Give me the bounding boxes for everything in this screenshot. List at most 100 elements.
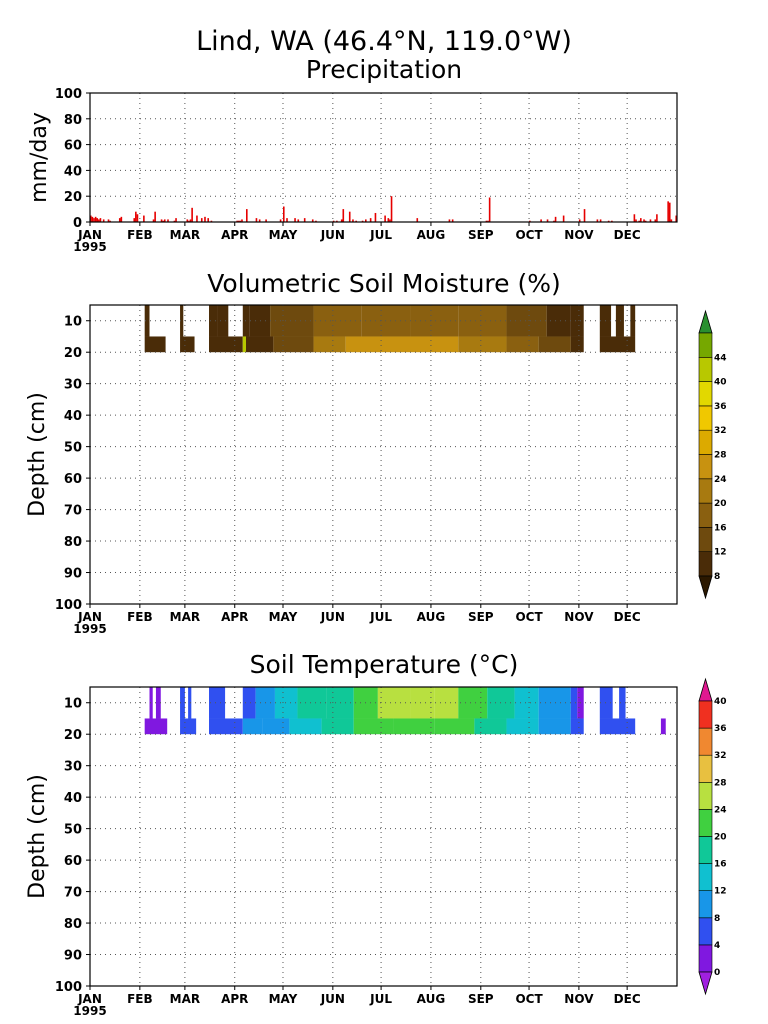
soil-moisture-y-tick-label: 40 (64, 409, 82, 424)
soil-temperature-y-tick-label: 60 (64, 854, 82, 869)
soil-moisture-y-tick-label: 50 (64, 441, 82, 456)
precip-bar (488, 197, 491, 222)
soil-moisture-cell (209, 336, 243, 353)
precip-bar (644, 220, 647, 222)
soil-moisture-cell (506, 336, 539, 353)
x-tick-label-apr: APR (221, 228, 248, 242)
soil-moisture-y-tick-label: 10 (64, 315, 82, 330)
precip-bar (282, 206, 285, 222)
main-title: Lind, WA (46.4°N, 119.0°W) (196, 26, 572, 57)
soil-temperature-cell (149, 687, 153, 719)
precip-bar (191, 207, 193, 222)
colorbar-swatch (698, 332, 713, 358)
soil-temperature-cell (506, 718, 539, 735)
soil-temperature-cell (570, 687, 578, 719)
colorbar-swatch (698, 429, 713, 455)
soil-temperature-cell (570, 718, 584, 735)
precip-bar (448, 219, 451, 222)
colorbar-label: 16 (714, 523, 727, 533)
soil-moisture-y-tick-label: 90 (64, 567, 82, 582)
precip-bar (133, 218, 136, 222)
x-tick-label-jan: JAN (77, 228, 102, 242)
precip-bar (200, 218, 203, 222)
precip-bar (135, 211, 137, 222)
colorbar-swatch (698, 727, 713, 756)
precip-bar (311, 219, 314, 222)
soil-temperature-y-tick-label: 80 (64, 917, 82, 932)
precip-bar (239, 220, 242, 222)
x-tick-label-jan: JAN (77, 992, 102, 1006)
precip-bar (553, 220, 555, 222)
precip-bar (599, 219, 602, 222)
x-tick-label-sep: SEP (468, 228, 494, 242)
soil-temperature-cell (180, 718, 197, 735)
soil-moisture-cell (249, 305, 271, 337)
x-tick-label-jun: JUN (320, 610, 345, 624)
precip-bar (99, 218, 102, 222)
x-tick-label-nov: NOV (564, 610, 594, 624)
soil-temperature-cell (353, 718, 394, 735)
soil-moisture-cell (458, 336, 507, 353)
soil-temperature-cell (377, 687, 411, 719)
x-tick-label-mar: MAR (170, 992, 200, 1006)
x-tick-label-jul: JUL (369, 992, 392, 1006)
x-tick-label-dec: DEC (614, 228, 641, 242)
colorbar-swatch (698, 890, 713, 919)
colorbar-label: 8 (714, 914, 720, 924)
precip-bar (107, 219, 110, 222)
colorbar-swatch (698, 454, 713, 480)
soil-moisture-cell (180, 336, 195, 353)
x-tick-label-sep: SEP (468, 610, 494, 624)
colorbar-label: 4 (714, 941, 720, 951)
colorbar-swatch (698, 502, 713, 528)
soil-temperature-cell (599, 687, 613, 719)
colorbar-swatch (698, 836, 713, 864)
colorbar-label: 28 (714, 778, 727, 788)
precip-bar (189, 219, 192, 222)
precip-y-tick-label: 100 (55, 87, 82, 102)
colorbar-swatch (698, 356, 713, 382)
soil-temperature-cell (538, 718, 571, 735)
soil-temperature-y-tick-label: 90 (64, 949, 82, 964)
x-tick-label-aug: AUG (417, 610, 446, 624)
precip-bar (485, 220, 488, 222)
x-tick-label-jun: JUN (320, 992, 345, 1006)
precip-bar (188, 220, 190, 222)
precip-bar (152, 219, 155, 222)
precip-bar (675, 215, 677, 222)
precip-bar (365, 219, 367, 222)
precip-bar (173, 220, 176, 222)
soil-temperature-cell (242, 718, 263, 735)
soil-moisture-cell (144, 336, 166, 353)
precip-bar (562, 215, 565, 222)
precip-bar (487, 220, 489, 222)
colorbar-label: 32 (714, 751, 727, 761)
precip-y-axis-label: mm/day (27, 112, 52, 203)
colorbar-swatch (698, 809, 713, 837)
precip-plot-frame (89, 92, 678, 223)
x-tick-label-mar: MAR (170, 610, 200, 624)
soil-temperature-cell (188, 687, 192, 719)
soil-temperature-title: Soil Temperature (°C) (250, 650, 519, 679)
precip-bar (596, 219, 599, 222)
precip-bar (529, 220, 531, 222)
colorbar-swatch (698, 944, 713, 973)
soil-moisture-cell (313, 336, 346, 353)
soil-moisture-cell (570, 336, 584, 353)
soil-temperature-y-tick-label: 100 (55, 980, 82, 995)
precip-bar (303, 218, 306, 222)
colorbar-swatch (698, 781, 713, 810)
x-tick-label-aug: AUG (417, 228, 446, 242)
soil-moisture-cell (242, 336, 246, 353)
precip-bar (279, 219, 282, 222)
soil-temperature-cell (274, 687, 298, 719)
precip-bar (352, 219, 354, 222)
soil-temperature-cell (155, 687, 161, 719)
precip-bar (120, 216, 123, 222)
soil-moisture-plot-frame (89, 304, 678, 605)
colorbar-label: 8 (714, 572, 720, 582)
soil-temperature-colorbar: 0 4 8 12 16 20 24 28 32 36 40 (698, 677, 727, 996)
precip-bar (649, 219, 652, 222)
x-tick-label-jul: JUL (369, 610, 392, 624)
soil-temperature-cell (180, 687, 185, 719)
